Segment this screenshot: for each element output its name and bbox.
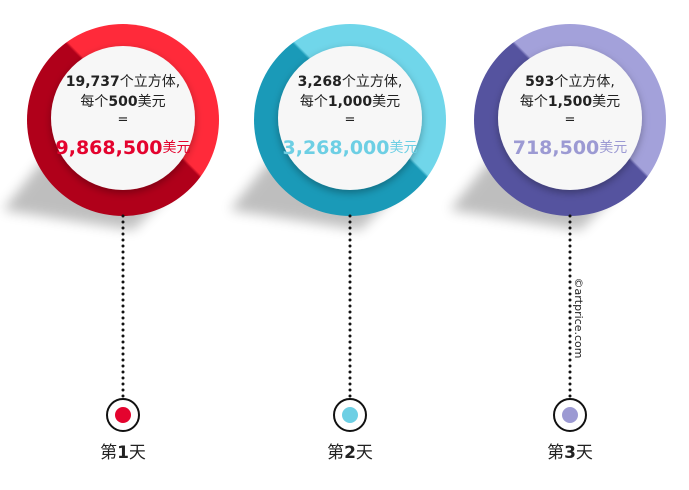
total-line: 3,268,000美元 <box>283 137 418 159</box>
count-suffix: 个立方体, <box>342 74 402 90</box>
marker-dot <box>562 407 578 423</box>
price: 1,000 <box>328 94 373 110</box>
total: 9,868,500 <box>56 137 163 159</box>
marker-dot <box>115 407 131 423</box>
price-line: 每个1,000美元 <box>300 94 400 110</box>
price: 500 <box>108 94 137 110</box>
total-line: 9,868,500美元 <box>56 137 191 159</box>
price-suffix: 美元 <box>372 94 400 110</box>
day-prefix: 第 <box>547 443 564 463</box>
total-suffix: 美元 <box>599 140 627 156</box>
count: 3,268 <box>298 74 342 90</box>
inner-circle <box>278 46 422 190</box>
total: 3,268,000 <box>283 137 390 159</box>
day-label: 第1天 <box>100 443 146 463</box>
count: 19,737 <box>66 74 120 90</box>
inner-circle <box>498 46 642 190</box>
watermark: ©artprice.com <box>572 278 585 359</box>
count-line: 3,268个立方体, <box>298 74 403 90</box>
marker-dot <box>342 407 358 423</box>
total-suffix: 美元 <box>389 140 417 156</box>
day: 1 <box>117 443 129 463</box>
price-line: 每个1,500美元 <box>520 94 620 110</box>
day-suffix: 天 <box>129 443 146 463</box>
total: 718,500 <box>513 137 600 159</box>
price-suffix: 美元 <box>138 94 166 110</box>
count-suffix: 个立方体, <box>554 74 614 90</box>
day-prefix: 第 <box>327 443 344 463</box>
price-prefix: 每个 <box>300 94 328 110</box>
price-prefix: 每个 <box>520 94 548 110</box>
total-suffix: 美元 <box>162 140 190 156</box>
count-line: 19,737个立方体, <box>66 74 180 90</box>
inner-circle <box>51 46 195 190</box>
equals: = <box>118 113 129 128</box>
equals: = <box>565 113 576 128</box>
equals: = <box>345 113 356 128</box>
price-prefix: 每个 <box>80 94 108 110</box>
day-label: 第2天 <box>327 443 373 463</box>
count-suffix: 个立方体, <box>120 74 180 90</box>
day: 3 <box>564 443 576 463</box>
price-line: 每个500美元 <box>80 94 165 110</box>
count-line: 593个立方体, <box>525 74 615 90</box>
day-suffix: 天 <box>356 443 373 463</box>
price-suffix: 美元 <box>592 94 620 110</box>
day-label: 第3天 <box>547 443 593 463</box>
day: 2 <box>344 443 356 463</box>
day-prefix: 第 <box>100 443 117 463</box>
count: 593 <box>525 74 554 90</box>
day-suffix: 天 <box>576 443 593 463</box>
price: 1,500 <box>548 94 593 110</box>
total-line: 718,500美元 <box>513 137 628 159</box>
